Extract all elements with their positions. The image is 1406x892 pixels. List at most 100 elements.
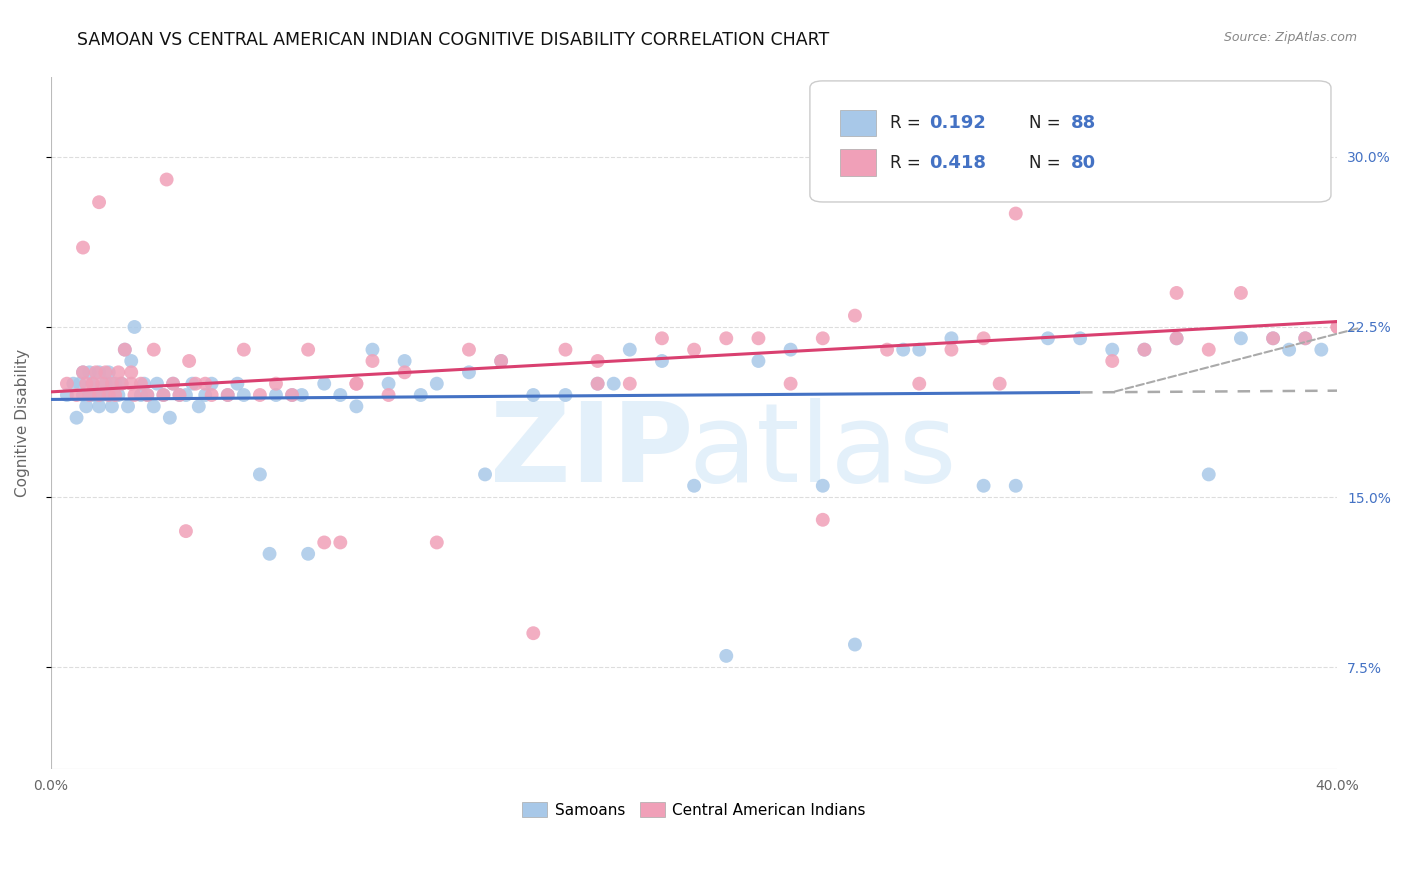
Point: [1069, 150, 1091, 164]
Point: [201, 376, 224, 391]
Point: [136, 388, 159, 402]
Point: [377, 376, 399, 391]
Point: [110, 376, 132, 391]
Point: [114, 343, 136, 357]
Point: [72, 365, 94, 379]
Point: [1166, 331, 1188, 345]
Text: 88: 88: [1071, 114, 1097, 132]
Point: [1133, 343, 1156, 357]
Point: [329, 535, 352, 549]
Point: [394, 354, 416, 368]
Point: [522, 388, 544, 402]
Point: [489, 354, 512, 368]
Point: [458, 343, 481, 357]
Point: [101, 400, 124, 414]
Text: SAMOAN VS CENTRAL AMERICAN INDIAN COGNITIVE DISABILITY CORRELATION CHART: SAMOAN VS CENTRAL AMERICAN INDIAN COGNIT…: [77, 31, 830, 49]
Point: [82, 376, 104, 391]
Point: [82, 376, 104, 391]
Point: [72, 388, 94, 402]
Point: [811, 479, 834, 493]
Point: [1294, 331, 1316, 345]
Point: [156, 172, 179, 186]
Point: [474, 467, 496, 482]
Point: [87, 195, 110, 210]
Text: R =: R =: [890, 114, 925, 132]
Point: [264, 376, 287, 391]
Point: [169, 388, 191, 402]
Text: N =: N =: [1029, 114, 1066, 132]
Point: [97, 388, 120, 402]
Point: [129, 376, 152, 391]
Point: [683, 343, 706, 357]
Point: [194, 376, 217, 391]
Point: [586, 376, 609, 391]
Point: [264, 388, 287, 402]
Point: [232, 388, 254, 402]
Point: [217, 388, 239, 402]
Point: [291, 388, 314, 402]
Point: [120, 354, 142, 368]
Point: [1198, 343, 1220, 357]
Point: [747, 331, 769, 345]
Point: [891, 343, 914, 357]
Text: R =: R =: [890, 153, 925, 171]
Point: [120, 365, 142, 379]
Point: [1166, 331, 1188, 345]
Point: [1101, 343, 1123, 357]
Point: [426, 535, 449, 549]
Point: [1294, 331, 1316, 345]
Point: [394, 365, 416, 379]
Point: [1326, 320, 1348, 334]
Point: [844, 309, 866, 323]
Point: [259, 547, 281, 561]
Point: [56, 376, 79, 391]
Point: [194, 388, 217, 402]
Point: [1230, 331, 1253, 345]
Point: [152, 388, 174, 402]
Point: [174, 524, 197, 538]
Text: 80: 80: [1071, 153, 1097, 171]
Point: [619, 376, 641, 391]
Point: [586, 354, 609, 368]
Point: [988, 376, 1011, 391]
Point: [124, 388, 146, 402]
Point: [152, 388, 174, 402]
Point: [72, 241, 94, 255]
Point: [110, 376, 132, 391]
Point: [1036, 331, 1059, 345]
Point: [1101, 354, 1123, 368]
Point: [184, 376, 207, 391]
Text: ZIP: ZIP: [489, 398, 693, 505]
Point: [554, 388, 576, 402]
Point: [1133, 343, 1156, 357]
Point: [249, 467, 271, 482]
Point: [344, 400, 367, 414]
Point: [117, 400, 139, 414]
Point: [79, 388, 101, 402]
Point: [651, 331, 673, 345]
Point: [1198, 467, 1220, 482]
Point: [84, 388, 107, 402]
Point: [72, 365, 94, 379]
Point: [329, 388, 352, 402]
Point: [174, 388, 197, 402]
Y-axis label: Cognitive Disability: Cognitive Disability: [15, 350, 30, 498]
Point: [941, 343, 963, 357]
FancyBboxPatch shape: [839, 110, 876, 136]
Point: [586, 376, 609, 391]
Point: [146, 376, 169, 391]
Point: [973, 479, 995, 493]
Point: [114, 343, 136, 357]
Point: [1278, 343, 1301, 357]
Point: [1261, 331, 1284, 345]
Point: [87, 400, 110, 414]
Point: [79, 365, 101, 379]
Point: [104, 388, 127, 402]
Point: [876, 343, 898, 357]
Text: 0.192: 0.192: [929, 114, 987, 132]
Point: [124, 320, 146, 334]
Point: [142, 343, 165, 357]
Point: [314, 535, 336, 549]
Point: [314, 376, 336, 391]
Point: [132, 376, 155, 391]
